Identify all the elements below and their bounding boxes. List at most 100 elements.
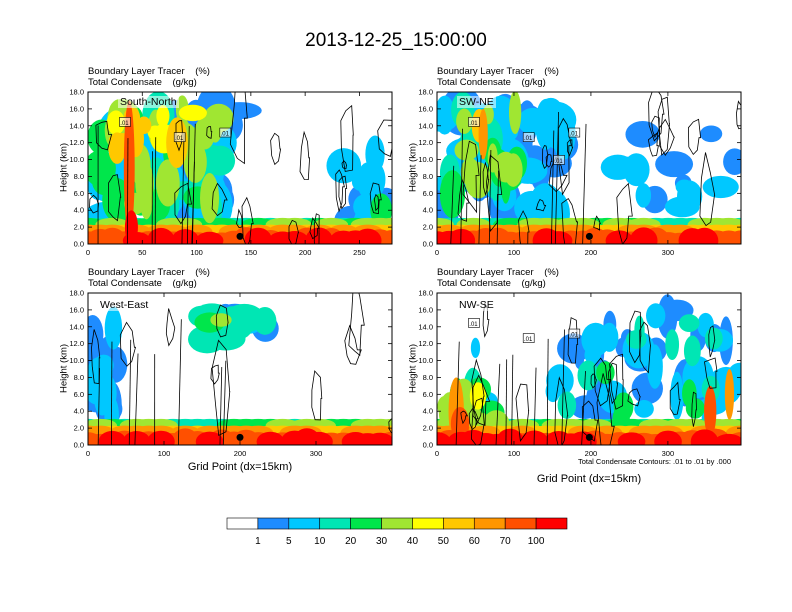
tracer-cell <box>210 313 232 327</box>
condensate-contour <box>388 418 392 434</box>
tracer-cell <box>634 400 654 418</box>
tracer-cell <box>670 371 684 420</box>
colorbar-swatch <box>381 517 413 530</box>
condensate-contour <box>110 341 113 445</box>
tracer-cell <box>124 210 138 244</box>
y-axis-label: Height (km) <box>407 343 419 394</box>
y-tick-label: 12.0 <box>418 339 433 348</box>
tracer-cell <box>605 230 634 244</box>
colorbar <box>226 517 568 530</box>
y-tick-label: 14.0 <box>418 121 433 130</box>
tracer-cell <box>98 430 127 445</box>
condensate-contour <box>128 339 132 445</box>
tracer-cell <box>690 429 719 445</box>
colorbar-swatch <box>257 517 290 530</box>
tracer-cell <box>194 117 215 150</box>
condensate-contour <box>518 210 530 244</box>
condensate-contour <box>206 125 213 139</box>
condensate-contour <box>515 383 530 442</box>
y-tick-label: 10.0 <box>69 155 84 164</box>
x-tick-label: 300 <box>662 248 675 257</box>
tracer-cell <box>156 104 170 127</box>
tracer-cell <box>625 120 661 148</box>
condensate-contour <box>657 96 671 156</box>
y-tick-label: 0.0 <box>423 441 433 450</box>
tracer-cell <box>557 391 577 419</box>
y-tick-label: 4.0 <box>74 206 84 215</box>
condensate-contour <box>210 364 220 385</box>
condensate-contour <box>468 408 479 431</box>
tracer-field <box>88 293 392 445</box>
panel-west-east: 0 100 200 300 0.0 2.0 4.0 6.0 8.0 10.0 12.0 14.0 16.… <box>69 289 393 458</box>
condensate-contour <box>541 144 549 170</box>
tracer-cell <box>577 360 599 391</box>
condensate-contour <box>341 160 348 170</box>
tracer-cell <box>617 432 646 445</box>
condensate-contour <box>211 182 228 217</box>
tracer-cell <box>104 306 123 350</box>
x-tick-label: 0 <box>86 248 90 257</box>
y-tick-label: 6.0 <box>74 189 84 198</box>
contour-label-box <box>468 117 480 127</box>
condensate-contour <box>648 92 665 142</box>
y-tick-label: 6.0 <box>423 390 433 399</box>
colorbar-label: 40 <box>406 536 419 547</box>
condensate-contour <box>596 373 615 445</box>
x-tick-label: 100 <box>158 449 171 458</box>
contour-label: .01 <box>554 159 563 165</box>
panel-south-north: .01 .01 .01 0 50 100 150 200 250 0.0 2.0 4.0 6.0 8.0 1… <box>69 88 393 257</box>
condensate-contour <box>647 131 659 157</box>
tracer-cell <box>535 98 557 150</box>
panel-subtitle: Total Condensate (g/kg) <box>437 278 546 289</box>
y-tick-label: 8.0 <box>74 172 84 181</box>
tracer-cell <box>200 173 220 224</box>
condensate-contour <box>309 217 320 240</box>
condensate-contour <box>687 118 702 156</box>
tracer-cell <box>646 303 666 329</box>
x-tick-label: 100 <box>190 248 203 257</box>
tracer-cell <box>654 430 682 445</box>
x-axis-label: Grid Point (dx=15km) <box>187 461 293 473</box>
condensate-contour <box>533 367 537 445</box>
y-tick-label: 16.0 <box>418 305 433 314</box>
condensate-contour <box>561 329 565 445</box>
tracer-cell <box>135 162 154 205</box>
colorbar-swatch <box>226 517 259 530</box>
tracer-cell <box>136 116 152 135</box>
condensate-contour <box>191 161 195 244</box>
tracer-cell <box>665 329 680 361</box>
location-marker <box>236 232 244 240</box>
condensate-contour <box>108 174 122 222</box>
tracer-cell <box>678 314 700 333</box>
tracer-cell <box>253 306 277 335</box>
tracer-cell <box>147 430 175 445</box>
y-tick-label: 10.0 <box>418 155 433 164</box>
contour-label-box <box>568 127 581 138</box>
panel-title: Boundary Layer Tracer (%) <box>88 66 210 77</box>
condensate-contour <box>165 308 176 347</box>
condensate-contour <box>215 304 229 338</box>
y-axis-label: Height (km) <box>407 142 419 193</box>
tracer-cell <box>156 159 180 207</box>
tracer-cell <box>702 175 739 199</box>
condensate-contour <box>593 357 611 407</box>
tracer-cell <box>183 141 207 184</box>
contour-label: .01 <box>175 136 184 142</box>
contour-label-box <box>553 155 565 165</box>
condensate-contour <box>482 301 490 338</box>
condensate-contour <box>181 132 185 244</box>
condensate-contour <box>178 319 182 445</box>
colorbar-label: 100 <box>527 536 545 547</box>
x-tick-label: 250 <box>353 248 366 257</box>
x-tick-label: 0 <box>86 449 90 458</box>
contour-label: .01 <box>570 333 579 339</box>
condensate-contour <box>344 324 362 365</box>
condensate-contour <box>154 137 157 244</box>
panel-label: West-East <box>98 299 151 311</box>
y-tick-label: 12.0 <box>69 138 84 147</box>
tracer-cell <box>699 125 723 143</box>
tracer-cell <box>623 153 650 187</box>
tracer-cell <box>496 428 524 445</box>
tracer-cell <box>508 92 522 135</box>
condensate-contour <box>241 196 254 244</box>
